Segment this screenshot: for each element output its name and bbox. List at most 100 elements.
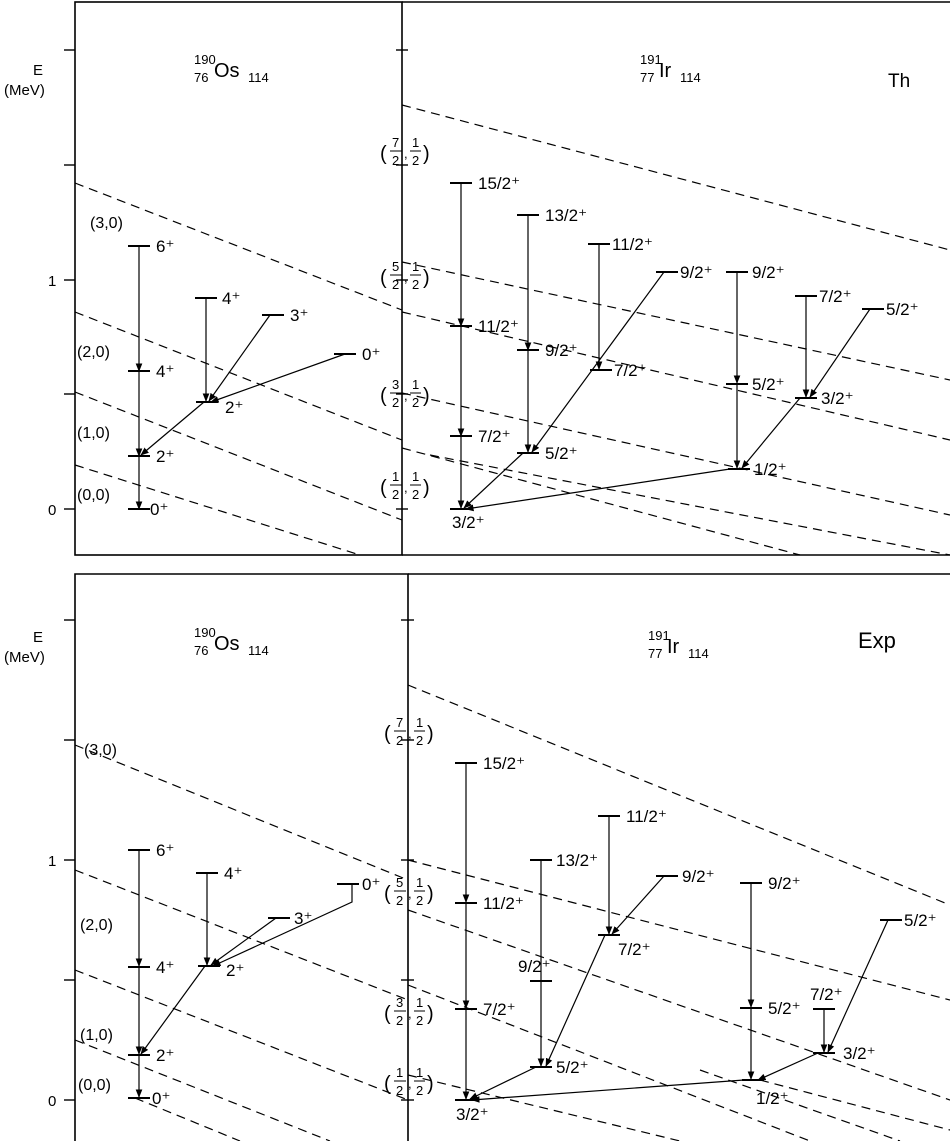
level-label: 2⁺ [156,447,174,466]
transition-arrow [140,401,205,456]
panel-exp: E (MeV) 0 1 190 76 Os 114 191 77 Ir 114 … [4,573,950,1141]
axis-label-e: E [33,629,43,646]
tick-label-1: 1 [48,273,56,290]
svg-text:2: 2 [416,893,423,908]
ir-title: 191 77 Ir 114 [648,628,709,661]
svg-text:Ir: Ir [659,60,672,82]
axis-label-mev: (MeV) [4,82,45,99]
os-band-label: (3,0) [84,742,117,759]
ir-band-label: ( 7 2 , 1 2 ) [380,135,430,168]
axis-label-mev: (MeV) [4,649,45,666]
svg-text:77: 77 [648,646,662,661]
svg-text:1: 1 [412,469,419,484]
tick-label-0: 0 [48,1093,56,1110]
level-label: 5/2⁺ [752,375,785,394]
level-label: 3/2⁺ [843,1044,876,1063]
level-label: 7/2⁺ [810,985,843,1004]
level-label: 11/2⁺ [612,235,653,254]
ir-title: 191 77 Ir 114 [640,52,701,85]
ir-levels: 15/2⁺ 11/2⁺ 7/2⁺ 3/2⁺ 13/2⁺ 9/2⁺ 5/2⁺ 11… [450,174,919,532]
svg-text:): ) [423,477,430,499]
tick-label-0: 0 [48,502,56,519]
svg-text:76: 76 [194,643,208,658]
band-boundaries [74,104,950,556]
svg-text:190: 190 [194,625,216,640]
level-label: 5/2⁺ [904,911,937,930]
svg-text:): ) [427,723,434,745]
svg-text:): ) [423,267,430,289]
level-label: 5/2⁺ [886,300,919,319]
svg-text:7: 7 [396,715,403,730]
svg-text:(: ( [384,723,391,745]
level-label: 7/2⁺ [478,427,511,446]
svg-text:5: 5 [396,875,403,890]
os-title: 190 76 Os 114 [194,625,269,658]
svg-text:): ) [427,1003,434,1025]
level-label: 5/2⁺ [545,444,578,463]
os-frame [74,1,403,556]
svg-text:191: 191 [640,52,662,67]
ir-band-label: ( 3 2 , 1 2 ) [384,995,434,1028]
svg-text:): ) [423,143,430,165]
svg-text:(: ( [380,267,387,289]
level-label: 1/2⁺ [756,1089,789,1108]
level-label: 7/2⁺ [819,287,852,306]
level-label: 13/2⁺ [545,206,587,225]
svg-text:2: 2 [392,277,399,292]
level-label: 4⁺ [156,958,174,977]
svg-text:2: 2 [412,277,419,292]
level-label: 3/2⁺ [821,389,854,408]
os-band-label: (1,0) [77,425,110,442]
svg-text:,: , [408,1006,412,1021]
level-label: 9/2⁺ [518,957,551,976]
svg-text:1: 1 [412,259,419,274]
svg-text:1: 1 [396,1065,403,1080]
svg-text:,: , [404,146,408,161]
svg-text:114: 114 [248,643,269,658]
os-title: 190 76 Os 114 [194,52,269,85]
level-label: 2⁺ [225,398,243,417]
svg-text:(: ( [380,143,387,165]
transition-arrow [210,353,346,403]
level-label: 11/2⁺ [626,807,667,826]
os-transitions [135,246,346,510]
level-label: 7/2⁺ [483,1000,516,1019]
svg-text:1: 1 [416,875,423,890]
ir-transitions [457,183,871,512]
svg-text:2: 2 [392,487,399,502]
svg-text:2: 2 [396,733,403,748]
os-transitions [135,850,353,1098]
svg-text:Os: Os [214,633,240,655]
ir-frame [402,1,950,556]
svg-text:2: 2 [392,395,399,410]
os-band-label: (0,0) [78,1077,111,1094]
band-boundaries [74,684,950,1141]
level-label: 11/2⁺ [478,317,519,336]
svg-text:,: , [404,270,408,285]
svg-text:2: 2 [396,1083,403,1098]
svg-text:2: 2 [396,893,403,908]
svg-text:114: 114 [248,70,269,85]
level-label: 6⁺ [156,841,174,860]
svg-text:,: , [408,886,412,901]
ir-band-labels: ( 7 2 , 1 2 ) ( 5 2 , 1 2 ) [380,135,430,502]
os-frame [74,573,409,1141]
ir-band-label: ( 1 2 , 1 2 ) [384,1065,434,1098]
level-label: 9/2⁺ [680,263,713,282]
svg-text:2: 2 [396,1013,403,1028]
svg-text:2: 2 [412,487,419,502]
os-band-label: (2,0) [77,344,110,361]
level-label: 4⁺ [156,362,174,381]
level-label: 3/2⁺ [452,513,485,532]
svg-text:2: 2 [392,153,399,168]
level-label: 7/2⁺ [614,361,647,380]
level-label: 9/2⁺ [682,867,715,886]
svg-text:77: 77 [640,70,654,85]
level-label: 5/2⁺ [768,999,801,1018]
os-band-label: (1,0) [80,1027,113,1044]
level-label: 2⁺ [226,961,244,980]
level-label: 0⁺ [152,1089,170,1108]
ir-band-label: ( 5 2 , 1 2 ) [384,875,434,908]
svg-text:(: ( [384,1003,391,1025]
svg-text:(: ( [384,883,391,905]
